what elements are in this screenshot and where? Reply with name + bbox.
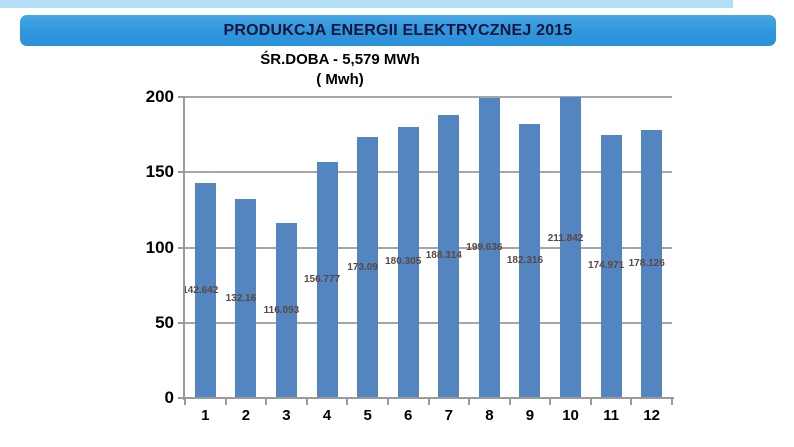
x-tick-mark	[386, 399, 389, 405]
x-axis-label: 11	[603, 407, 620, 424]
bar-value-label: 116.093	[263, 304, 300, 316]
x-tick-mark	[589, 399, 592, 405]
bar-value-label: 182.316	[506, 254, 544, 266]
x-tick-mark	[224, 399, 227, 405]
bar-value-label: 173.09	[347, 261, 378, 273]
x-tick-mark	[346, 399, 349, 405]
x-axis-label: 3	[282, 407, 291, 424]
gridline	[185, 246, 672, 249]
bar	[478, 97, 500, 398]
y-tick-mark	[178, 321, 185, 324]
title-banner: PRODUKCJA ENERGII ELEKTRYCZNEJ 2015	[20, 15, 776, 46]
bar-value-label: 174.971	[588, 260, 625, 272]
x-axis-line	[183, 397, 674, 399]
bar-value-label: 180.305	[385, 256, 422, 268]
x-tick-mark	[508, 399, 511, 405]
x-axis-label: 2	[241, 407, 251, 424]
y-axis-label: 200	[145, 87, 174, 106]
y-axis-label: 0	[164, 388, 174, 407]
y-tick-mark	[178, 246, 185, 249]
x-tick-mark	[265, 399, 268, 405]
x-axis-label: 1	[201, 407, 210, 424]
bar-value-label: 142.642	[182, 284, 219, 296]
y-tick-mark	[178, 171, 185, 174]
x-axis-label: 9	[525, 407, 535, 424]
gridline	[185, 171, 672, 174]
y-tick-mark	[178, 397, 185, 399]
bar-value-label: 178.126	[628, 257, 665, 269]
chart-title: PRODUKCJA ENERGII ELEKTRYCZNEJ 2015	[223, 22, 573, 39]
bar	[600, 134, 622, 398]
bar	[194, 183, 216, 398]
x-axis-label: 4	[322, 407, 332, 424]
x-tick-mark	[549, 399, 552, 405]
bar	[519, 123, 541, 398]
x-tick-mark	[630, 399, 633, 405]
x-axis-label: 10	[562, 407, 579, 424]
bar	[641, 129, 663, 398]
bar	[357, 137, 379, 398]
bar-value-label: 132.16	[225, 292, 257, 304]
x-tick-mark	[671, 399, 673, 405]
bar	[560, 97, 582, 398]
y-axis-label: 50	[155, 312, 174, 332]
chart-subtitle: ŚR.DOBA - 5,579 MWh	[260, 51, 420, 68]
x-axis-label: 5	[363, 407, 372, 424]
bar	[235, 199, 257, 398]
gridline	[185, 96, 672, 98]
y-axis-label: 100	[145, 237, 174, 257]
x-axis-label: 7	[444, 407, 453, 424]
bar	[316, 162, 338, 398]
x-tick-mark	[184, 399, 186, 405]
bar-value-label: 156.777	[303, 274, 341, 286]
bar-value-label: 211.842	[547, 232, 584, 244]
x-tick-mark	[468, 399, 471, 405]
x-tick-mark	[305, 399, 308, 405]
bar-value-label: 199.636	[466, 241, 503, 253]
chart-subtitle-units: ( Mwh)	[316, 71, 364, 88]
x-axis-label: 12	[643, 407, 661, 424]
y-axis-line	[183, 97, 185, 400]
x-axis-label: 8	[485, 407, 494, 424]
y-axis-label: 150	[145, 162, 174, 182]
x-tick-mark	[427, 399, 430, 405]
y-tick-mark	[178, 96, 185, 98]
gridline	[185, 321, 672, 324]
bar-value-label: 188.314	[425, 250, 462, 262]
bar	[275, 223, 297, 398]
bar	[438, 114, 460, 398]
x-axis-label: 6	[404, 407, 413, 424]
top-accent-strip	[0, 0, 733, 8]
bar	[397, 126, 419, 398]
